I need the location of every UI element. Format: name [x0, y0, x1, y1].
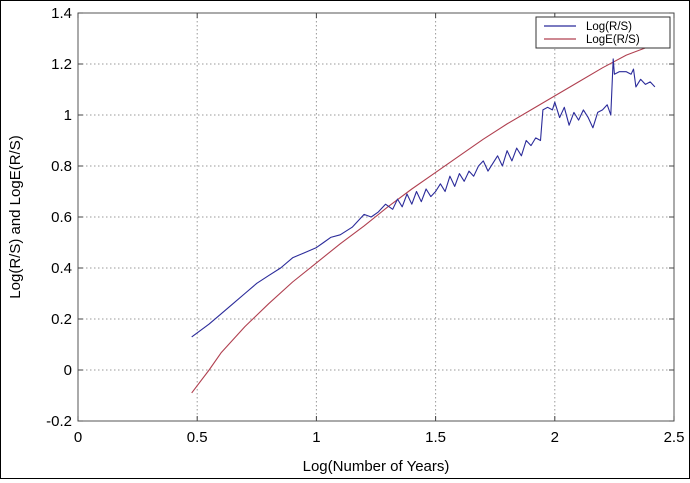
- x-axis-label: Log(Number of Years): [303, 458, 450, 475]
- legend-box: [535, 16, 671, 49]
- series-line-loge-r-s: [191, 45, 651, 394]
- grid-lines: [78, 13, 674, 421]
- x-tick-label: 2.5: [664, 429, 685, 446]
- x-tick-labels: 0 0.5 1 1.5 2 2.5: [74, 429, 685, 446]
- x-tick-label: 0.5: [187, 429, 208, 446]
- legend-label-log-rs: Log(R/S): [586, 21, 632, 33]
- y-tick-label: 0.6: [51, 209, 72, 226]
- x-tick-label: 1.5: [425, 429, 446, 446]
- data-series: [191, 45, 656, 394]
- y-tick-label: 0.4: [51, 260, 72, 277]
- x-tick-label: 2: [551, 429, 559, 446]
- y-tick-label: -0.2: [46, 413, 72, 430]
- series-line-log-r-s: [191, 58, 656, 338]
- y-tick-label: 0: [64, 362, 72, 379]
- y-tick-label: 1.4: [51, 5, 72, 22]
- y-axis-label: Log(R/S) and LogE(R/S): [7, 135, 24, 298]
- x-tick-label: 1: [312, 429, 320, 446]
- y-tick-label: 0.2: [51, 311, 72, 328]
- y-tick-labels: -0.2 0 0.2 0.4 0.6 0.8 1 1.2 1.4: [46, 5, 72, 430]
- y-tick-label: 0.8: [51, 158, 72, 175]
- y-tick-label: 1: [64, 107, 72, 124]
- y-tick-label: 1.2: [51, 56, 72, 73]
- legend: Log(R/S) LogE(R/S): [535, 16, 671, 49]
- x-tick-label: 0: [74, 429, 82, 446]
- legend-label-loge-rs: LogE(R/S): [586, 34, 640, 46]
